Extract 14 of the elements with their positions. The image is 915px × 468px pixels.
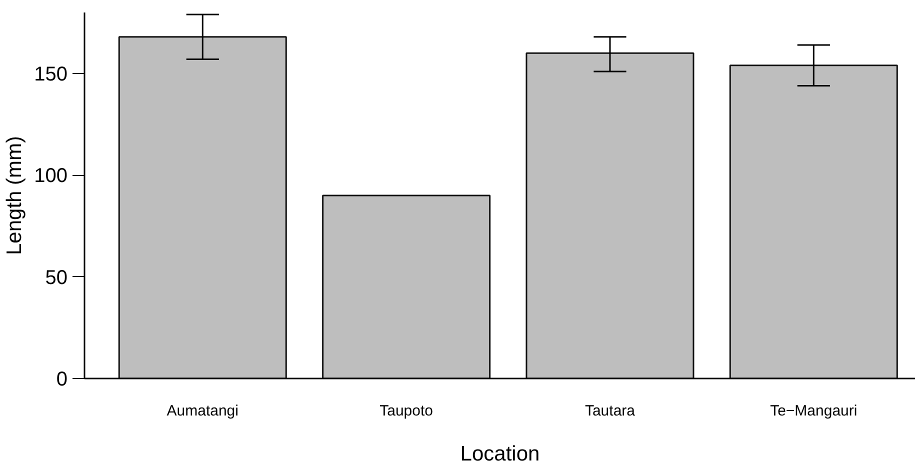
bar [729,64,898,378]
x-tick-label: Aumatangi [166,402,238,420]
x-tick-label: Te−Mangauri [770,402,858,420]
x-tick-label: Taupoto [380,402,434,420]
bar [526,52,694,378]
x-axis-title: Location [460,442,540,466]
y-tick-label: 0 [56,368,68,390]
y-tick-label: 100 [34,165,68,188]
x-tick-label: Tautara [584,402,636,420]
bar [118,36,287,378]
y-tick-label: 150 [34,64,68,86]
y-axis-title: Length (mm) [3,136,26,256]
y-tick-label: 50 [45,266,68,289]
bar [322,194,491,378]
